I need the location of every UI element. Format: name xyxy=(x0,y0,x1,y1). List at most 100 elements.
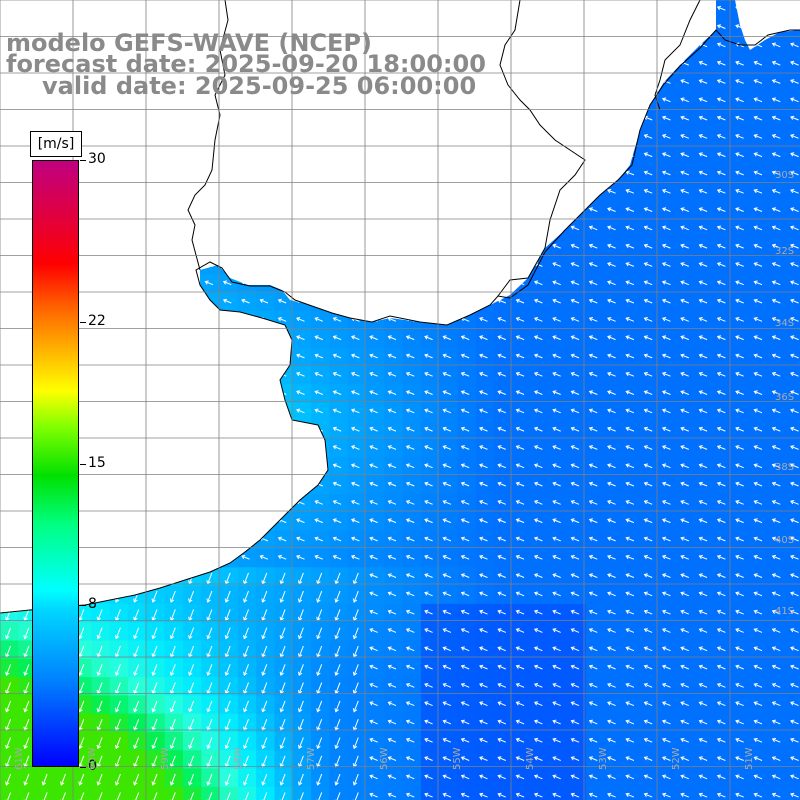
wind-arrow xyxy=(754,189,763,194)
wind-arrow-head xyxy=(588,262,594,267)
wind-arrow-head xyxy=(643,207,648,212)
wind-arrow xyxy=(680,79,689,84)
wind-arrow-head xyxy=(771,188,777,194)
wind-arrow-head xyxy=(698,207,703,212)
wind-arrow-head xyxy=(680,170,685,175)
wind-arrow xyxy=(772,189,781,194)
wind-arrow xyxy=(680,98,689,103)
wind-arrow-head xyxy=(570,262,575,267)
wind-arrow xyxy=(717,262,726,267)
wind-arrow-head xyxy=(241,298,246,303)
wind-arrow xyxy=(717,43,726,48)
wind-arrow-head xyxy=(643,225,648,230)
wind-arrow-head xyxy=(661,243,667,248)
wind-arrow-head xyxy=(661,134,667,139)
wind-arrow-head xyxy=(661,298,667,303)
wind-arrow-head xyxy=(222,280,228,285)
wind-arrow-head xyxy=(643,280,648,285)
wind-arrow-head xyxy=(222,298,228,303)
field-cell xyxy=(786,73,800,93)
wind-arrow-head xyxy=(552,262,557,267)
wind-arrow-head xyxy=(753,97,758,102)
wind-arrow-head xyxy=(790,262,795,267)
wind-arrow-head xyxy=(680,134,685,139)
wind-arrow-head xyxy=(643,243,648,248)
wind-arrow xyxy=(699,281,708,286)
wind-arrow xyxy=(644,244,653,249)
wind-arrow-head xyxy=(515,298,520,303)
wind-arrow xyxy=(662,189,671,194)
wind-arrow xyxy=(552,244,561,249)
wind-arrow-head xyxy=(204,280,209,285)
wind-arrow xyxy=(589,281,598,286)
wind-arrow xyxy=(644,207,653,212)
wind-arrow xyxy=(644,262,653,267)
field-cell xyxy=(786,54,800,74)
wind-arrow-head xyxy=(753,134,758,139)
wind-arrow xyxy=(699,171,708,176)
wind-arrow xyxy=(772,226,781,231)
wind-arrow-head xyxy=(716,170,722,175)
field-cell xyxy=(786,146,800,166)
wind-arrow xyxy=(699,262,708,267)
wind-arrow xyxy=(589,207,598,212)
wind-arrow-head xyxy=(643,298,648,303)
wind-arrow-head xyxy=(698,262,703,267)
wind-arrow xyxy=(699,61,708,66)
wind-arrow xyxy=(790,207,799,212)
wind-arrow xyxy=(717,244,726,249)
wind-arrow-head xyxy=(716,225,722,230)
wind-arrow xyxy=(717,153,726,158)
wind-arrow xyxy=(699,153,708,158)
wind-arrow-head xyxy=(570,225,575,230)
wind-arrow-head xyxy=(790,79,795,84)
wind-arrow-head xyxy=(625,298,630,303)
wind-arrow-head xyxy=(753,152,758,157)
wind-arrow xyxy=(626,207,635,212)
wind-arrow xyxy=(790,43,799,48)
wind-arrow xyxy=(662,134,671,139)
wind-arrow xyxy=(754,98,763,103)
wind-arrow-head xyxy=(716,5,722,11)
wind-arrow xyxy=(699,98,708,103)
wind-arrow-head xyxy=(716,243,722,248)
wind-arrow-head xyxy=(570,280,575,285)
wind-arrow xyxy=(498,299,506,304)
wind-arrow xyxy=(754,281,763,286)
wind-arrow-head xyxy=(735,262,740,267)
wind-arrow xyxy=(205,281,214,286)
wind-arrow xyxy=(680,171,689,176)
wind-arrow xyxy=(790,226,799,231)
wind-arrow xyxy=(790,171,799,176)
wind-arrow-head xyxy=(698,280,703,285)
wind-arrow-head xyxy=(771,152,777,157)
wind-arrow-head xyxy=(771,262,777,267)
wind-arrow-head xyxy=(607,225,612,230)
wind-arrow xyxy=(626,171,635,176)
wind-arrow-head xyxy=(698,79,703,84)
wind-arrow-head xyxy=(661,225,667,230)
wind-arrow xyxy=(571,299,580,304)
wind-arrow-head xyxy=(698,152,703,157)
wind-arrow-head xyxy=(698,60,703,65)
wind-arrow xyxy=(717,281,726,286)
wind-arrow-head xyxy=(698,115,703,120)
wind-arrow xyxy=(680,116,689,121)
wind-arrow xyxy=(626,281,635,286)
wind-arrow-head xyxy=(771,115,777,120)
wind-arrow xyxy=(772,43,781,48)
wind-arrow-head xyxy=(661,207,667,212)
wind-arrow-head xyxy=(625,243,630,248)
wind-arrow-head xyxy=(680,225,685,230)
wind-arrow-head xyxy=(790,188,795,194)
wind-arrow xyxy=(790,153,799,158)
wind-arrow-head xyxy=(680,243,685,248)
wind-arrow-head xyxy=(771,225,777,230)
wind-arrow xyxy=(717,299,726,304)
wind-arrow xyxy=(680,281,689,286)
wind-arrow xyxy=(607,262,616,267)
wind-arrow xyxy=(662,226,671,231)
wind-arrow xyxy=(680,262,689,267)
wind-arrow-head xyxy=(753,262,758,267)
